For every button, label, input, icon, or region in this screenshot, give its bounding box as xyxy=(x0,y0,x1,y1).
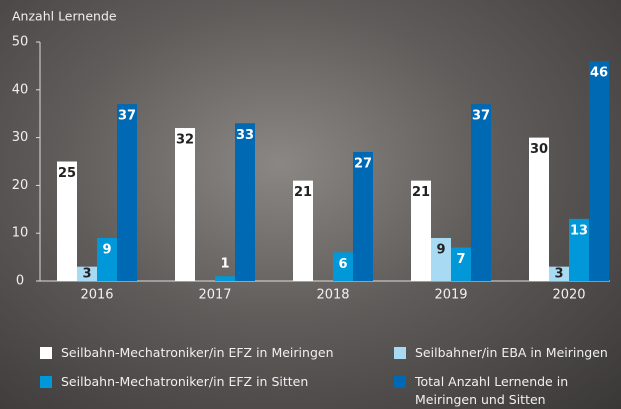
x-tick-label: 2020 xyxy=(552,288,585,303)
bar xyxy=(293,180,313,281)
bar xyxy=(569,218,589,281)
bar xyxy=(97,237,117,281)
legend-swatch xyxy=(394,347,406,359)
legend-label: Seilbahner/in EBA in Meiringen xyxy=(415,345,608,360)
bar xyxy=(175,128,195,281)
legend-item: Total Anzahl Lernende in Meiringen und S… xyxy=(394,373,584,409)
legend-swatch xyxy=(40,347,52,359)
bar xyxy=(589,61,609,282)
legend-item: Seilbahn-Mechatroniker/in EFZ in Sitten xyxy=(40,373,380,391)
data-label: 9 xyxy=(102,242,111,257)
data-label: 6 xyxy=(338,257,347,272)
bar xyxy=(529,137,549,281)
data-label: 3 xyxy=(82,266,91,281)
data-label: 46 xyxy=(590,66,608,81)
y-tick-label: 40 xyxy=(12,82,29,97)
bar xyxy=(57,161,77,281)
bar xyxy=(117,104,137,281)
legend-label: Total Anzahl Lernende in Meiringen und S… xyxy=(415,374,569,407)
x-tick-label: 2018 xyxy=(316,288,349,303)
legend-swatch xyxy=(394,376,406,388)
y-tick-label: 10 xyxy=(12,226,29,241)
legend-label: Seilbahn-Mechatroniker/in EFZ in Meiring… xyxy=(61,345,334,360)
bar xyxy=(549,266,569,281)
data-label: 37 xyxy=(472,109,490,124)
bar xyxy=(431,237,451,281)
y-tick-label: 0 xyxy=(16,274,24,289)
y-tick-label: 50 xyxy=(12,35,29,50)
data-label: 21 xyxy=(294,185,312,200)
bar xyxy=(471,104,491,281)
legend-item: Seilbahn-Mechatroniker/in EFZ in Meiring… xyxy=(40,344,380,362)
x-tick-label: 2019 xyxy=(434,288,467,303)
data-label: 33 xyxy=(236,128,254,143)
data-label: 25 xyxy=(58,166,76,181)
data-label: 27 xyxy=(354,156,372,171)
bar xyxy=(411,180,431,281)
bar xyxy=(77,266,97,281)
data-label: 13 xyxy=(570,223,588,238)
y-tick-label: 20 xyxy=(12,178,29,193)
data-label: 37 xyxy=(118,109,136,124)
data-label: 7 xyxy=(456,252,465,267)
legend-label: Seilbahn-Mechatroniker/in EFZ in Sitten xyxy=(61,374,309,389)
data-label: 3 xyxy=(554,266,563,281)
data-label: 32 xyxy=(176,133,194,148)
legend-swatch xyxy=(40,376,52,388)
bar xyxy=(451,247,471,281)
data-label: 21 xyxy=(412,185,430,200)
x-tick-label: 2017 xyxy=(198,288,231,303)
x-tick-label: 2016 xyxy=(80,288,113,303)
y-axis-label: Anzahl Lernende xyxy=(12,9,117,24)
y-tick-label: 30 xyxy=(12,130,29,145)
bar xyxy=(353,151,373,281)
data-label: 9 xyxy=(436,242,445,257)
bar xyxy=(215,276,235,281)
data-label: 30 xyxy=(530,142,548,157)
bar xyxy=(333,252,353,281)
data-label: 1 xyxy=(220,257,229,272)
legend-item: Seilbahner/in EBA in Meiringen xyxy=(394,344,621,362)
bar xyxy=(235,123,255,281)
